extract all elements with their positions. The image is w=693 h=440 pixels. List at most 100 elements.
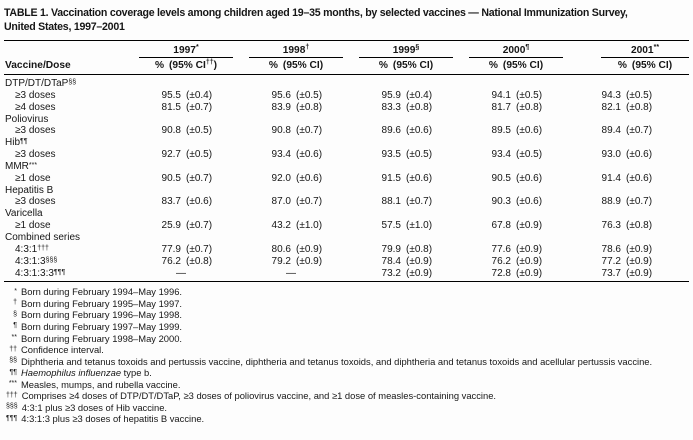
confidence-interval-value: (±0.5) — [516, 149, 543, 161]
vaccine-dose-label: ≥4 doses — [15, 101, 56, 113]
percent-ci-subheader: % (95% CI††) — [154, 59, 218, 71]
vaccine-dose-label: ≥1 dose — [15, 172, 51, 184]
coverage-percent-value: 79.9 — [381, 243, 401, 255]
coverage-percent-value: 91.4 — [601, 172, 621, 184]
confidence-interval-value: (±0.9) — [516, 267, 543, 279]
percent-ci-subheader: % (95% CI) — [268, 60, 324, 71]
row-header-vaccine-dose: Vaccine/Dose — [5, 60, 71, 71]
confidence-interval-value: (±0.5) — [406, 149, 433, 161]
coverage-cell: 78.6 (±0.9) — [579, 244, 689, 256]
table-category-row: Varicella — [4, 208, 689, 220]
confidence-interval-value: (±0.6) — [296, 149, 323, 161]
table-category-row: Poliovirus — [4, 114, 689, 126]
footnote: ¶¶ Haemophilus influenzae type b. — [6, 367, 688, 379]
confidence-interval-value: (±0.8) — [406, 243, 433, 255]
table-category-row: Hib¶¶ — [4, 137, 689, 149]
vaccine-dose-label: 4:3:1:3:3¶¶¶ — [15, 267, 66, 279]
footnote-text: Born during February 1996–May 1998. — [21, 309, 183, 321]
coverage-percent-value: 83.3 — [381, 101, 401, 113]
confidence-interval-value: (±0.6) — [516, 196, 543, 208]
vaccine-dose-label: ≥3 doses — [15, 125, 56, 137]
confidence-interval-value: (±0.7) — [186, 101, 213, 113]
coverage-percent-value: 90.3 — [491, 196, 511, 208]
confidence-interval-value: (±0.9) — [296, 255, 323, 267]
confidence-interval-value: (±0.9) — [406, 255, 433, 267]
footnote-text: Born during February 1998–May 2000. — [21, 332, 183, 344]
confidence-interval-value: (±0.9) — [516, 220, 543, 232]
footnote-marker: § — [13, 310, 17, 318]
table-row: 4:3:1††† 77.9 (±0.7) 80.6 (±0.9) 79.9 (±0.8) 77… — [4, 244, 689, 256]
coverage-cell: 57.5 (±1.0) — [359, 220, 469, 232]
footnote-text: Born during February 1997–May 1999. — [21, 320, 183, 332]
table-row: ≥1 dose 25.9 (±0.7) 43.2 (±1.0) 57.5 (±1.0) 67.… — [4, 220, 689, 232]
footnote-marker-sup: ¶¶¶ — [53, 268, 66, 276]
coverage-cell: 94.3 (±0.5) — [579, 90, 689, 102]
footnote: ¶¶¶ 4:3:1:3 plus ≥3 doses of hepatitis B … — [6, 413, 688, 425]
coverage-cell: 76.3 (±0.8) — [579, 220, 689, 232]
coverage-cell: — — [139, 268, 223, 280]
footnote-marker: ††† — [6, 391, 18, 399]
year-column-header: 2000¶ — [469, 44, 579, 58]
percent-ci-subheader: % (95% CI) — [488, 60, 544, 71]
footnote: † Born during February 1995–May 1997. — [6, 298, 688, 310]
coverage-percent-value: 87.0 — [271, 196, 291, 208]
coverage-percent-value: 92.0 — [271, 172, 291, 184]
footnote: ††† Comprises ≥4 doses of DTP/DT/DTaP, ≥3… — [6, 390, 688, 402]
vaccine-dose-label: Combined series — [5, 231, 81, 243]
confidence-interval-value: (±0.9) — [626, 243, 653, 255]
footnote: *** Measles, mumps, and rubella vaccine. — [6, 379, 688, 391]
footnote-marker: ¶ — [13, 322, 17, 330]
table-category-row: DTP/DT/DTaP§§ — [4, 78, 689, 90]
coverage-percent-value: 88.1 — [381, 196, 401, 208]
confidence-interval-value: (±1.0) — [296, 220, 323, 232]
coverage-cell: — — [249, 268, 333, 280]
confidence-interval-value: (±0.6) — [406, 172, 433, 184]
footnote-marker-sup: † — [305, 44, 310, 51]
footnote-marker: *** — [8, 380, 17, 388]
footnote-marker-sup: ¶¶ — [20, 138, 28, 146]
footnote-italic-term: Haemophilus influenzae — [21, 367, 122, 379]
footnote-marker-sup: ¶ — [525, 44, 530, 51]
coverage-percent-value: 67.8 — [491, 220, 511, 232]
footnote: ¶ Born during February 1997–May 1999. — [6, 321, 688, 333]
coverage-percent-value: 90.8 — [271, 125, 291, 137]
vaccine-dose-label: 4:3:1:3§§§ — [15, 255, 58, 267]
footnote-text: Born during February 1994–May 1996. — [21, 286, 183, 298]
footnote-marker: † — [13, 299, 17, 307]
coverage-percent-value: 88.9 — [601, 196, 621, 208]
footnote-text: Born during February 1995–May 1997. — [21, 297, 183, 309]
coverage-cell: 76.2 (±0.9) — [469, 256, 579, 268]
coverage-cell: 93.5 (±0.5) — [359, 149, 469, 161]
coverage-cell: 77.2 (±0.9) — [579, 256, 689, 268]
coverage-cell: 81.7 (±0.8) — [469, 102, 579, 114]
confidence-interval-value: (±0.7) — [186, 220, 213, 232]
coverage-percent-value: 82.1 — [601, 101, 621, 113]
confidence-interval-value: (±0.6) — [186, 196, 213, 208]
confidence-interval-value: (±0.7) — [296, 196, 323, 208]
table-row: ≥3 doses 83.7 (±0.6) 87.0 (±0.7) 88.1 (±0.7) 90… — [4, 196, 689, 208]
year-column-header: 1997* — [139, 44, 249, 58]
coverage-percent-value: 81.7 — [491, 101, 511, 113]
footnote-marker-sup: ††† — [37, 244, 49, 252]
footnote-text: 4:3:1 plus ≥3 doses of Hib vaccine. — [21, 401, 168, 413]
coverage-cell: 73.7 (±0.9) — [579, 268, 689, 280]
coverage-percent-value: 73.7 — [601, 267, 621, 279]
footnote-marker-sup: § — [415, 44, 420, 51]
percent-symbol: % — [268, 60, 278, 71]
confidence-interval-value: (±0.7) — [186, 243, 213, 255]
coverage-percent-value: 73.2 — [381, 267, 401, 279]
vaccine-dose-label: Hepatitis B — [5, 184, 54, 196]
coverage-percent-value: 93.5 — [381, 149, 401, 161]
coverage-percent-value: 43.2 — [271, 220, 291, 232]
footnote-text: Haemophilus influenzae type b. — [21, 367, 152, 379]
year-label: 2001** — [601, 44, 689, 58]
coverage-percent-value: 93.4 — [271, 149, 291, 161]
coverage-cell: 43.2 (±1.0) — [249, 220, 359, 232]
confidence-interval-value: (±0.4) — [406, 89, 433, 101]
confidence-interval-value: (±0.8) — [626, 101, 653, 113]
no-data-dash: — — [286, 267, 296, 279]
confidence-interval-value: (±0.7) — [626, 125, 653, 137]
table-title-line-2: United States, 1997–2001 — [4, 20, 125, 33]
coverage-percent-value: 89.4 — [601, 125, 621, 137]
coverage-cell: 91.5 (±0.6) — [359, 173, 469, 185]
